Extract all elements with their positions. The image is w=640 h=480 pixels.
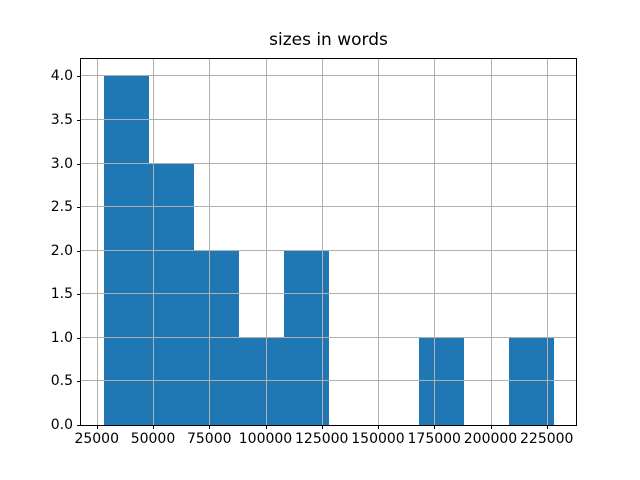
y-gridline bbox=[81, 293, 576, 295]
x-tick bbox=[546, 425, 548, 429]
x-tick bbox=[378, 425, 379, 429]
x-tick bbox=[321, 425, 323, 429]
y-tick bbox=[77, 381, 81, 383]
plot-area: 25000 50000 75000 100000 125000 150000 175000 2… bbox=[51, 58, 577, 446]
x-gridline bbox=[490, 59, 492, 425]
y-tick bbox=[77, 337, 81, 339]
y-tick bbox=[77, 76, 81, 78]
x-gridline bbox=[152, 59, 154, 425]
y-tick-label: 1.5 bbox=[50, 286, 73, 303]
x-gridline bbox=[209, 59, 211, 425]
histogram-bar bbox=[103, 76, 149, 425]
x-tick bbox=[265, 425, 267, 429]
y-gridline bbox=[81, 336, 576, 338]
y-tick-label: 4.0 bbox=[50, 68, 73, 85]
y-gridline bbox=[81, 249, 576, 251]
x-tick-label: 50000 bbox=[130, 431, 176, 447]
y-tick bbox=[77, 120, 81, 121]
y-tick bbox=[77, 163, 81, 165]
x-gridline bbox=[378, 59, 379, 425]
y-gridline bbox=[81, 206, 576, 208]
histogram-bar bbox=[283, 250, 329, 425]
y-tick-label: 1.0 bbox=[50, 329, 73, 346]
x-tick-label: 225000 bbox=[520, 431, 574, 447]
x-gridline bbox=[321, 59, 323, 425]
x-tick bbox=[96, 425, 98, 429]
y-tick bbox=[77, 207, 81, 209]
y-tick-label: 3.5 bbox=[50, 112, 73, 128]
x-tick-label: 175000 bbox=[407, 431, 461, 447]
y-gridline bbox=[81, 75, 576, 77]
x-tick-label: 75000 bbox=[186, 431, 232, 447]
x-gridline bbox=[546, 59, 548, 425]
x-gridline bbox=[96, 59, 98, 425]
histogram-bar bbox=[193, 250, 239, 425]
x-tick-label: 100000 bbox=[238, 431, 293, 447]
x-tick bbox=[490, 425, 492, 429]
y-tick bbox=[77, 425, 81, 426]
x-gridline bbox=[265, 59, 267, 425]
x-tick-label: 200000 bbox=[463, 431, 518, 447]
chart-title: sizes in words bbox=[269, 30, 388, 50]
x-gridline bbox=[434, 59, 436, 425]
x-tick bbox=[152, 425, 154, 429]
y-tick-label: 0.0 bbox=[50, 417, 73, 433]
y-tick bbox=[77, 294, 81, 296]
y-tick bbox=[77, 250, 81, 252]
x-tick-label: 25000 bbox=[74, 431, 120, 447]
y-gridline bbox=[81, 380, 576, 382]
y-tick-label: 0.5 bbox=[50, 373, 73, 390]
y-tick-label: 2.5 bbox=[50, 199, 73, 216]
x-tick-label: 125000 bbox=[295, 431, 349, 447]
y-gridline bbox=[81, 119, 576, 120]
y-tick-label: 2.0 bbox=[50, 242, 73, 259]
y-tick-label: 3.0 bbox=[50, 155, 73, 172]
y-gridline bbox=[81, 162, 576, 164]
x-tick-label: 150000 bbox=[351, 431, 405, 447]
x-tick bbox=[209, 425, 211, 429]
x-tick bbox=[434, 425, 436, 429]
